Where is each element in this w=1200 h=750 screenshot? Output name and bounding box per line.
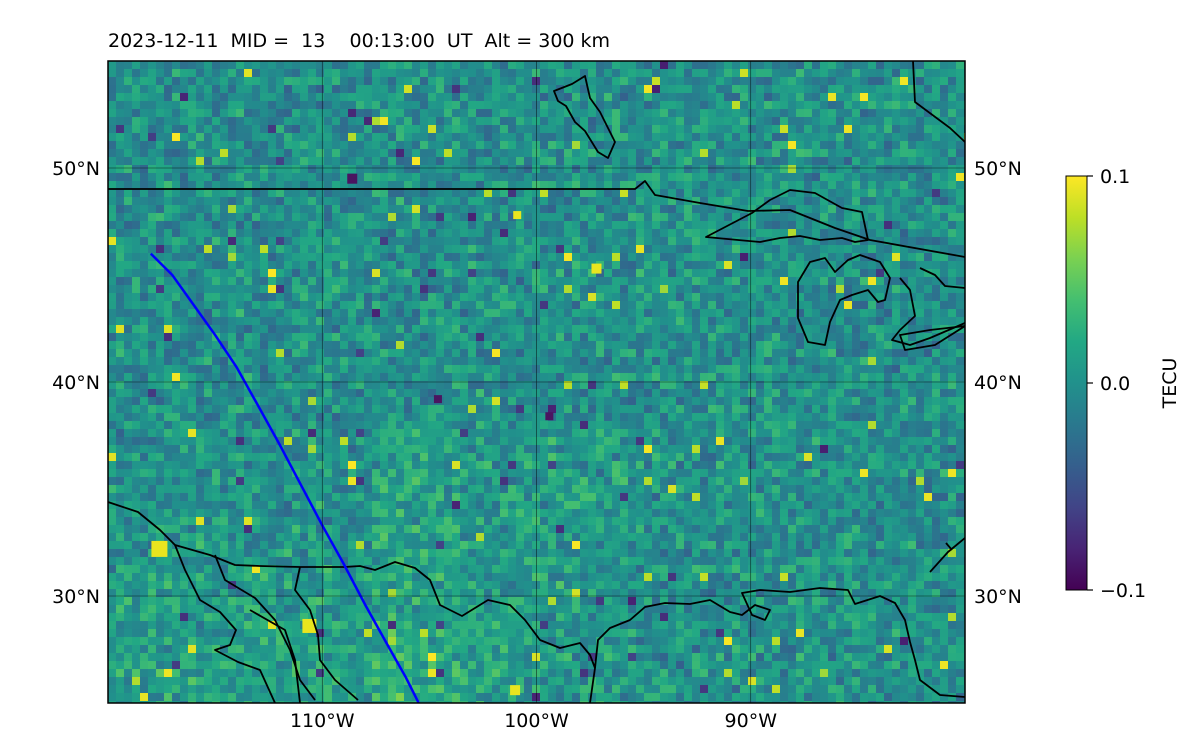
lake-michigan xyxy=(797,254,891,346)
lon-label: 100°W xyxy=(504,710,569,732)
gulf-of-california xyxy=(214,554,316,701)
colorbar-tick-label: 0.1 xyxy=(1100,166,1130,188)
hudson-bay-coast xyxy=(912,61,965,143)
florida-coast xyxy=(929,537,965,573)
lon-label: 90°W xyxy=(725,710,778,732)
florida-west xyxy=(945,542,953,551)
gulf-coast xyxy=(108,501,596,703)
lake-huron-east xyxy=(919,267,965,289)
latitude-labels: 30°N 30°N 40°N 40°N 50°N 50°N xyxy=(52,158,1022,608)
colorbar-tick-label: 0.0 xyxy=(1100,373,1130,395)
colorbar-label: TECU xyxy=(1159,358,1181,410)
map-frame xyxy=(107,60,966,704)
colorbar: 0.1 0.0 −0.1 TECU xyxy=(1065,166,1181,602)
lat-label-right: 30°N xyxy=(974,586,1022,608)
lake-huron xyxy=(891,277,965,346)
colorbar-ticks: 0.1 0.0 −0.1 xyxy=(1087,166,1146,602)
us-canada-border xyxy=(108,180,965,258)
lat-label-left: 50°N xyxy=(52,158,100,180)
lat-label-left: 30°N xyxy=(52,586,100,608)
baja-coast xyxy=(174,544,276,703)
texas-coast xyxy=(594,587,965,698)
longitude-labels: 110°W 100°W 90°W xyxy=(290,710,777,732)
james-bay-shore xyxy=(553,75,616,159)
mexico-inner xyxy=(249,609,301,703)
coastlines xyxy=(108,61,965,703)
lon-label: 110°W xyxy=(290,710,355,732)
colorbar-tick-label: −0.1 xyxy=(1100,580,1146,602)
lake-erie xyxy=(899,325,965,351)
lat-label-right: 40°N xyxy=(974,372,1022,394)
tec-field xyxy=(108,61,965,703)
satellite-track xyxy=(149,252,420,703)
map-title: 2023-12-11 MID = 13 00:13:00 UT Alt = 30… xyxy=(108,30,611,52)
lake-superior xyxy=(705,189,869,243)
lat-label-left: 40°N xyxy=(52,372,100,394)
mexico-coast xyxy=(294,566,359,701)
colorbar-gradient xyxy=(1065,175,1088,591)
lat-label-right: 50°N xyxy=(974,158,1022,180)
graticule xyxy=(108,61,965,703)
